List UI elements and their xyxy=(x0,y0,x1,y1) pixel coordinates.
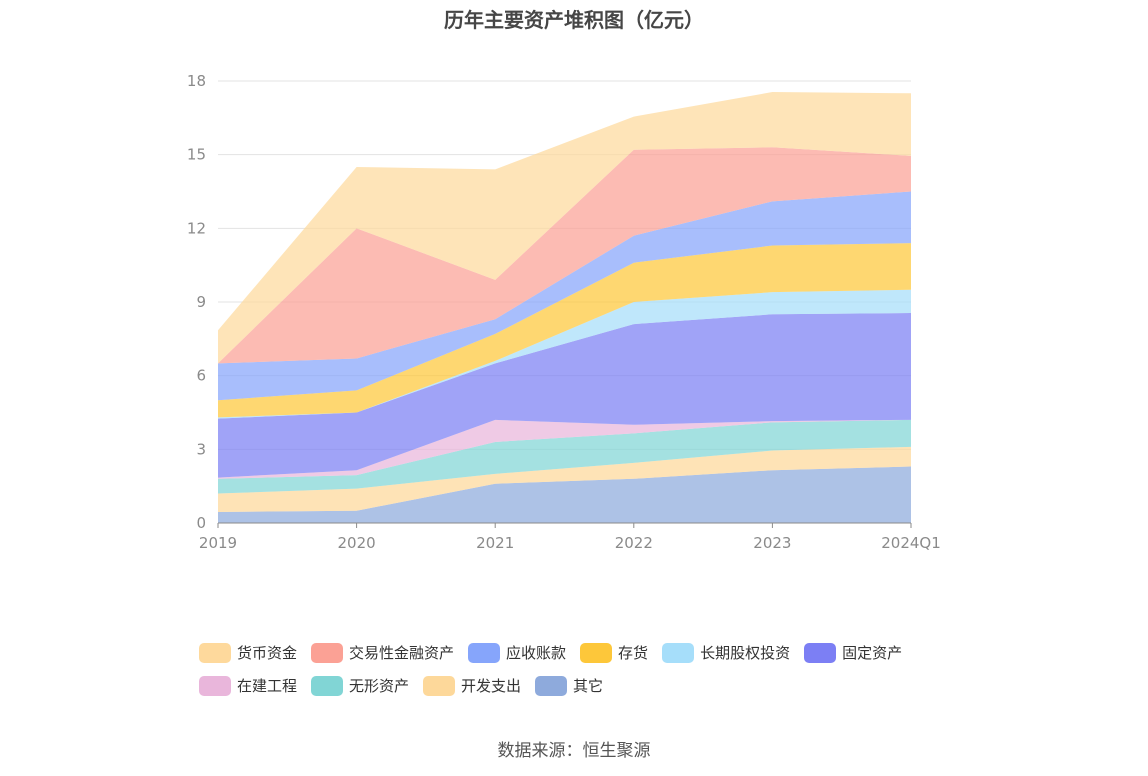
area-无形资产 xyxy=(218,419,911,494)
x-tick-label: 2023 xyxy=(753,534,791,552)
legend-label: 开发支出 xyxy=(461,677,522,695)
area-固定资产 xyxy=(218,313,911,478)
legend-label: 无形资产 xyxy=(349,677,410,695)
legend-item[interactable]: 长期股权投资 xyxy=(662,642,790,663)
legend-swatch xyxy=(580,642,613,663)
legend-item[interactable]: 开发支出 xyxy=(423,675,521,696)
x-tick-label: 2020 xyxy=(338,534,376,552)
legend-swatch xyxy=(311,642,344,663)
x-tick-label: 2021 xyxy=(476,534,514,552)
legend-label: 在建工程 xyxy=(237,677,298,695)
y-tick-label: 6 xyxy=(196,367,206,385)
legend-item[interactable]: 固定资产 xyxy=(804,642,902,663)
x-tick-label: 2019 xyxy=(199,534,237,552)
chart-title: 历年主要资产堆积图（亿元） xyxy=(444,8,704,32)
legend-swatch xyxy=(804,642,837,663)
legend-label: 其它 xyxy=(573,677,604,695)
area-在建工程 xyxy=(218,419,911,479)
y-tick-label: 15 xyxy=(187,146,206,164)
area-货币资金 xyxy=(218,92,911,364)
y-tick-label: 18 xyxy=(187,72,206,90)
y-tick-label: 9 xyxy=(196,293,206,311)
y-tick-label: 0 xyxy=(196,514,206,532)
legend-label: 长期股权投资 xyxy=(700,644,791,662)
legend-label: 固定资产 xyxy=(842,644,903,662)
legend-item[interactable]: 其它 xyxy=(535,675,603,696)
legend-swatch xyxy=(199,642,231,663)
area-开发支出 xyxy=(218,446,911,512)
legend-item[interactable]: 交易性金融资产 xyxy=(311,642,454,663)
legend-swatch xyxy=(423,675,456,696)
legend-swatch xyxy=(662,642,695,663)
area-其它 xyxy=(218,466,911,523)
legend: 货币资金 交易性金融资产 应收账款 存货 长期股权投资 固定资产 在建工程 无形资产 开发支出… xyxy=(199,636,999,702)
area-交易性金融资产 xyxy=(218,147,911,364)
legend-swatch xyxy=(468,642,501,663)
legend-row-1: 货币资金 交易性金融资产 应收账款 存货 长期股权投资 固定资产 xyxy=(199,636,999,669)
stacked-area-chart: 0 3 6 9 12 15 18 2019 2020 2021 2022 2023 2024Q1 xyxy=(187,72,941,552)
y-tick-label: 12 xyxy=(187,219,206,237)
legend-label: 交易性金融资产 xyxy=(349,644,455,662)
legend-row-2: 在建工程 无形资产 开发支出 其它 xyxy=(199,669,999,702)
area-series xyxy=(218,92,911,523)
axes: 0 3 6 9 12 15 18 2019 2020 2021 2022 2023 2024Q1 xyxy=(187,72,941,552)
x-tick-label: 2022 xyxy=(615,534,653,552)
legend-label: 存货 xyxy=(618,644,649,662)
legend-item[interactable]: 存货 xyxy=(580,642,648,663)
legend-swatch xyxy=(535,675,568,696)
legend-item[interactable]: 应收账款 xyxy=(468,642,566,663)
legend-item[interactable]: 无形资产 xyxy=(311,675,409,696)
legend-label: 应收账款 xyxy=(506,644,567,662)
x-tick-label: 2024Q1 xyxy=(881,534,941,552)
legend-swatch xyxy=(199,675,231,696)
data-source: 数据来源：恒生聚源 xyxy=(497,741,651,761)
legend-swatch xyxy=(311,675,344,696)
area-存货 xyxy=(218,243,911,418)
legend-item[interactable]: 在建工程 xyxy=(199,675,297,696)
area-长期股权投资 xyxy=(218,289,911,419)
y-tick-label: 3 xyxy=(196,440,206,458)
area-应收账款 xyxy=(218,191,911,401)
legend-label: 货币资金 xyxy=(237,644,298,662)
legend-item[interactable]: 货币资金 xyxy=(199,642,297,663)
